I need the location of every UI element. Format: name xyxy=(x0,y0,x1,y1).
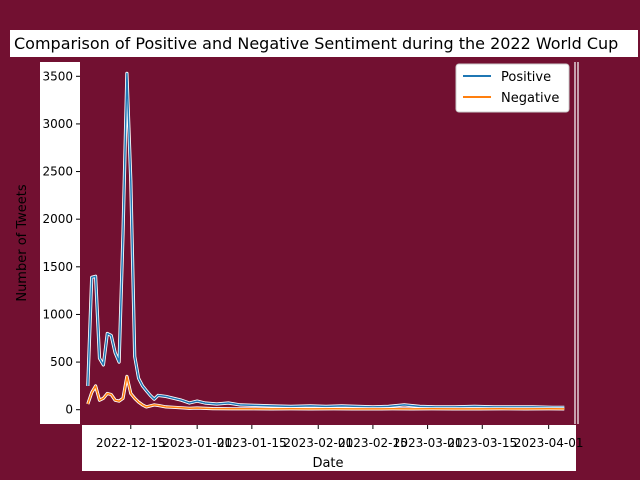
legend-label-negative: Negative xyxy=(501,91,559,106)
x-tick-label: 2023-01-01 xyxy=(162,436,232,450)
x-tick-label: 2023-02-15 xyxy=(338,436,408,450)
x-tick-label: 2022-12-15 xyxy=(96,436,166,450)
y-tick-label: 3500 xyxy=(42,69,73,83)
x-axis-panel xyxy=(82,425,576,471)
y-tick-label: 0 xyxy=(65,403,73,417)
y-axis-ticks: 0 500 1000 1500 2000 2500 3000 3500 xyxy=(42,69,80,417)
y-tick-label: 2500 xyxy=(42,165,73,179)
x-axis-ticks: 2022-12-152023-01-012023-01-152023-02-01… xyxy=(96,425,584,450)
y-tick-label: 1000 xyxy=(42,307,73,321)
y-axis-label: Number of Tweets xyxy=(15,184,30,302)
x-axis-label: Date xyxy=(312,456,343,471)
y-tick-label: 1500 xyxy=(42,260,73,274)
series-negative-line xyxy=(87,375,565,410)
legend: Positive Negative xyxy=(455,63,570,113)
x-tick-label: 2023-01-15 xyxy=(217,436,287,450)
y-tick-label: 500 xyxy=(50,355,73,369)
x-tick-label: 2023-04-01 xyxy=(514,436,584,450)
chart-title: Comparison of Positive and Negative Sent… xyxy=(14,34,618,53)
series-layer xyxy=(86,71,565,411)
y-tick-label: 2000 xyxy=(42,212,73,226)
x-tick-label: 2023-02-01 xyxy=(283,436,353,450)
series-positive-line xyxy=(87,72,565,409)
x-tick-label: 2023-03-15 xyxy=(447,436,517,450)
legend-label-positive: Positive xyxy=(501,70,551,85)
title-background xyxy=(10,30,638,57)
x-tick-label: 2023-03-01 xyxy=(393,436,463,450)
plot-area xyxy=(80,62,576,424)
y-tick-label: 3000 xyxy=(42,117,73,131)
y-axis-panel xyxy=(40,62,80,424)
